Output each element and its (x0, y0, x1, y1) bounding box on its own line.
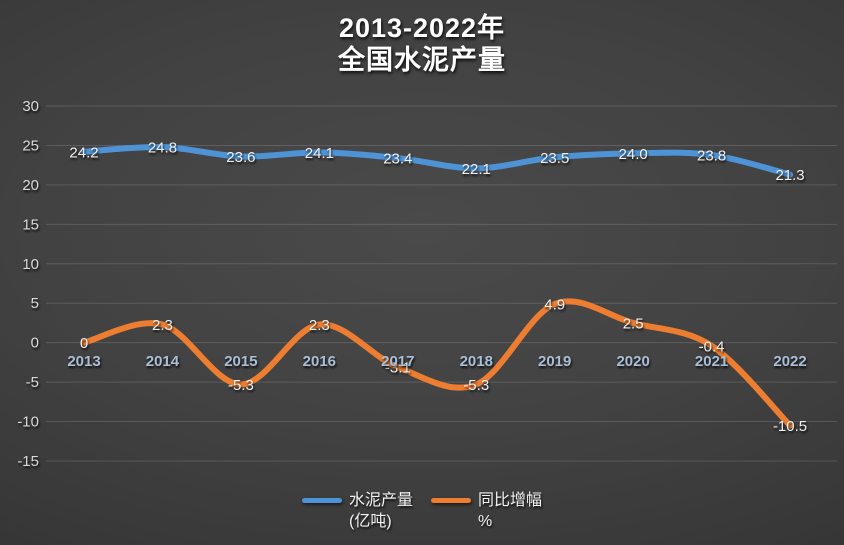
yoy-growth-data-label: 2.3 (152, 317, 173, 334)
y-axis-label: 15 (22, 216, 39, 233)
x-axis-label: 2015 (224, 353, 257, 370)
cement-output-data-label: 24.0 (619, 146, 648, 163)
yoy-growth-data-label: -10.5 (773, 418, 807, 435)
yoy-growth-data-label: -5.3 (463, 377, 489, 394)
cement-output-data-label: 23.5 (540, 150, 569, 167)
cement-output-data-label: 23.6 (226, 149, 255, 166)
x-axis-label: 2016 (303, 353, 336, 370)
cement-output-data-label: 24.1 (305, 145, 334, 162)
cement-output-legend-unit: (亿吨) (348, 513, 392, 530)
x-axis-label: 2022 (773, 353, 806, 370)
y-axis-label: -10 (17, 414, 39, 431)
y-axis-label: 30 (22, 98, 39, 115)
legend-item-yoy-growth[interactable]: 同比增幅 % (431, 490, 542, 532)
x-axis-label: 2013 (67, 353, 100, 370)
yoy-growth-data-label: 2.5 (623, 315, 644, 332)
cement-output-legend-label: 水泥产量 (348, 492, 413, 509)
cement-output-line[interactable] (81, 143, 794, 178)
y-axis-label: 0 (31, 335, 39, 352)
yoy-growth-data-label: -5.3 (228, 377, 254, 394)
x-axis-label: 2019 (538, 353, 571, 370)
y-axis-label: 20 (22, 177, 39, 194)
yoy-growth-data-label: 0 (80, 335, 88, 352)
x-axis-label: 2018 (460, 353, 493, 370)
yoy-growth-line[interactable] (81, 298, 794, 429)
cement-output-legend-swatch (301, 498, 342, 503)
yoy-growth-data-label: 2.3 (309, 317, 330, 334)
legend-item-cement-output[interactable]: 水泥产量 (亿吨) (301, 490, 413, 532)
cement-output-data-label: 23.4 (383, 151, 412, 168)
cement-output-data-label: 21.3 (775, 167, 804, 184)
yoy-growth-legend-swatch (431, 498, 471, 503)
y-axis-label: 5 (31, 295, 39, 312)
yoy-growth-data-label: -0.4 (699, 338, 725, 355)
cement-output-data-label: 22.1 (462, 161, 491, 178)
y-axis-label: 25 (22, 137, 39, 154)
y-axis-label: -15 (17, 453, 39, 470)
x-axis-label: 2014 (146, 353, 180, 370)
y-axis-label: 10 (22, 256, 39, 273)
chart-title-line2: 全国水泥产量 (338, 45, 506, 75)
y-axis-label: -5 (26, 374, 39, 391)
chart-title: 2013-2022年 全国水泥产量 (0, 12, 844, 76)
chart-legend: 水泥产量 (亿吨) 同比增幅 % (0, 490, 844, 532)
yoy-growth-legend-label: 同比增幅 (478, 492, 543, 509)
cement-output-data-label: 24.2 (69, 144, 98, 161)
yoy-growth-legend-unit: % (478, 513, 493, 530)
chart-title-line1: 2013-2022年 (338, 13, 506, 43)
cement-output-data-label: 23.8 (697, 147, 726, 164)
cement-output-data-label: 24.8 (148, 140, 177, 157)
yoy-growth-data-label: -3.1 (385, 360, 411, 377)
x-axis-label: 2021 (695, 353, 728, 370)
yoy-growth-data-label: 4.9 (544, 297, 565, 314)
x-axis-label: 2017 (381, 353, 414, 370)
x-axis-label: 2020 (616, 353, 649, 370)
